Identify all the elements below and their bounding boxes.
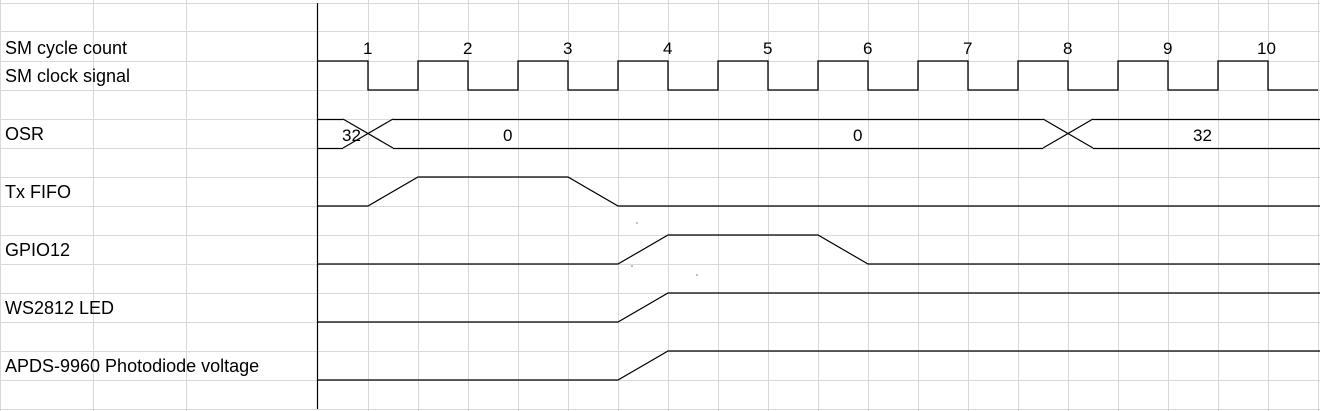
apds-waveform [318,350,1320,381]
osr-value: 32 [1193,126,1212,145]
gpio12-waveform [318,234,1320,265]
clock-signal-label: SM clock signal [5,66,130,86]
ws2812-label: WS2812 LED [5,298,114,318]
cycle-number: 1 [363,39,372,58]
cycle-number: 7 [963,39,972,58]
clock-waveform [318,60,1318,91]
gpio12-label: GPIO12 [5,240,70,260]
osr-value: 32 [342,126,361,145]
osr-value: 0 [853,126,862,145]
osr-bus-crossing [1042,118,1094,149]
stray-dot [636,222,638,224]
cycle-number: 6 [863,39,872,58]
osr-label: OSR [5,124,44,144]
cycle-number: 3 [563,39,572,58]
txfifo-waveform [318,176,1320,207]
ws2812-waveform [318,292,1320,323]
osr-value: 0 [503,126,512,145]
osr-bus-crossing [342,118,394,149]
cycle-number: 4 [663,39,672,58]
cycle-number: 10 [1257,39,1276,58]
cycle-number: 8 [1063,39,1072,58]
stray-dot [631,265,633,267]
cycle-number: 2 [463,39,472,58]
cycle-count-label: SM cycle count [5,38,127,58]
cycle-number: 9 [1163,39,1172,58]
txfifo-label: Tx FIFO [5,182,71,202]
stray-dot [696,274,698,276]
cycle-number: 5 [763,39,772,58]
apds-label: APDS-9960 Photodiode voltage [5,356,259,376]
